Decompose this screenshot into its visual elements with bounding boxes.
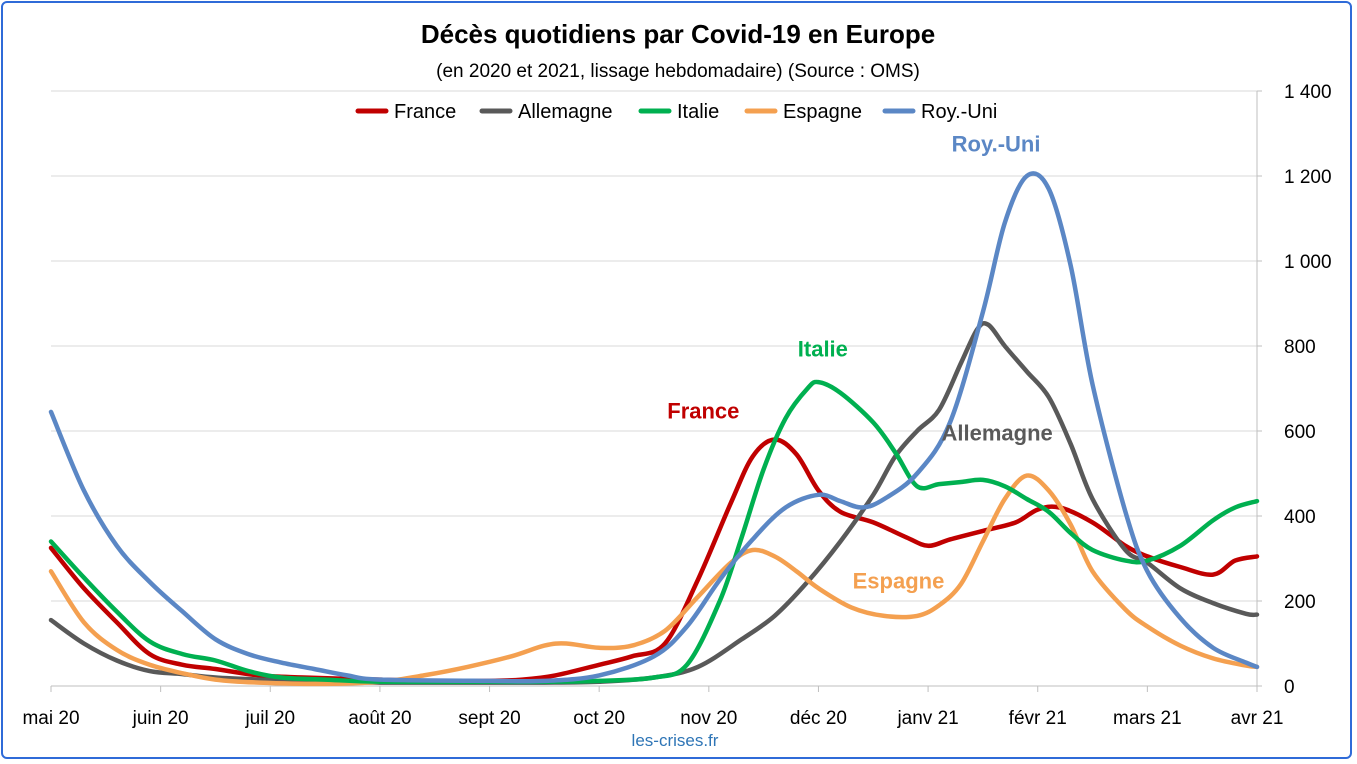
chart-subtitle: (en 2020 et 2021, lissage hebdomadaire) … <box>436 61 920 82</box>
chart-title: Décès quotidiens par Covid-19 en Europe <box>421 19 935 49</box>
source-watermark: les-crises.fr <box>632 731 719 750</box>
legend-label-italie: Italie <box>677 101 719 123</box>
x-tick-label: mars 21 <box>1113 708 1182 729</box>
legend: France Allemagne Italie Espagne Roy.-Uni <box>355 101 997 123</box>
legend-label-allemagne: Allemagne <box>518 101 613 123</box>
series-line-allemagne <box>48 320 1260 685</box>
x-tick-label: juin 20 <box>132 708 189 729</box>
y-tick-label: 1 000 <box>1284 252 1332 273</box>
legend-label-espagne: Espagne <box>783 101 862 123</box>
x-tick-label: août 20 <box>348 708 411 729</box>
x-tick-label: févr 21 <box>1009 708 1067 729</box>
y-tick-label: 600 <box>1284 422 1316 443</box>
annotation-italie: Italie <box>798 337 848 362</box>
series-line-france <box>48 437 1260 684</box>
annotation-allemagne: Allemagne <box>942 420 1053 445</box>
series-line-italie <box>48 379 1260 685</box>
series-line-roy-uni <box>48 171 1260 684</box>
series-annotations: France Allemagne Italie Espagne Roy.-Uni <box>667 131 1053 593</box>
y-tick-label: 400 <box>1284 507 1316 528</box>
annotation-roy-uni: Roy.-Uni <box>952 131 1041 156</box>
y-tick-label: 1 400 <box>1284 82 1332 103</box>
x-tick-label: avr 21 <box>1231 708 1284 729</box>
y-tick-label: 0 <box>1284 677 1295 698</box>
x-tick-label: janv 21 <box>896 708 958 729</box>
series-line-espagne <box>48 473 1260 687</box>
x-tick-label: sept 20 <box>458 708 520 729</box>
y-tick-label: 200 <box>1284 592 1316 613</box>
annotation-france: France <box>667 398 739 423</box>
grid-lines <box>51 90 1257 602</box>
x-tick-label: déc 20 <box>790 708 847 729</box>
y-tick-label: 1 200 <box>1284 167 1332 188</box>
legend-label-france: France <box>394 101 456 123</box>
axes: 0 200 400 600 800 1 000 1 200 1 400 mai 20 juin 2… <box>22 82 1331 729</box>
legend-label-roy-uni: Roy.-Uni <box>921 101 997 123</box>
x-tick-label: juil 20 <box>244 708 295 729</box>
y-tick-label: 800 <box>1284 337 1316 358</box>
annotation-espagne: Espagne <box>853 568 945 593</box>
x-tick-label: nov 20 <box>680 708 737 729</box>
series-lines <box>48 171 1260 687</box>
x-tick-label: mai 20 <box>22 708 79 729</box>
x-tick-label: oct 20 <box>573 708 625 729</box>
